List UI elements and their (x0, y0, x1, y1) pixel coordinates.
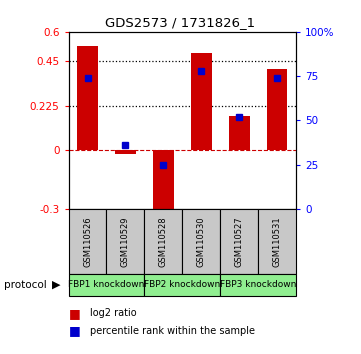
Text: GSM110526: GSM110526 (83, 216, 92, 267)
Text: FBP1 knockdown: FBP1 knockdown (68, 280, 145, 289)
Bar (229, 116, 249, 150)
Text: FBP2 knockdown: FBP2 knockdown (144, 280, 221, 289)
Bar (182, 209, 220, 274)
Bar (153, 150, 174, 224)
Bar (69, 209, 106, 274)
Bar (77, 46, 98, 150)
Text: GSM110530: GSM110530 (197, 216, 206, 267)
Text: percentile rank within the sample: percentile rank within the sample (90, 326, 255, 336)
Text: log2 ratio: log2 ratio (90, 308, 137, 318)
Text: protocol: protocol (4, 280, 46, 290)
Bar (69, 274, 144, 296)
Bar (115, 150, 136, 154)
Text: GDS2573 / 1731826_1: GDS2573 / 1731826_1 (105, 16, 256, 29)
Bar (106, 209, 144, 274)
Bar (191, 53, 212, 150)
Text: ▶: ▶ (52, 280, 60, 290)
Text: GSM110531: GSM110531 (273, 216, 282, 267)
Text: GSM110527: GSM110527 (235, 216, 244, 267)
Bar (144, 209, 182, 274)
Bar (220, 274, 296, 296)
Bar (267, 69, 287, 150)
Bar (220, 209, 258, 274)
Bar (258, 209, 296, 274)
Bar (144, 274, 220, 296)
Text: GSM110528: GSM110528 (159, 216, 168, 267)
Text: GSM110529: GSM110529 (121, 216, 130, 267)
Text: FBP3 knockdown: FBP3 knockdown (220, 280, 296, 289)
Text: ■: ■ (69, 325, 81, 337)
Text: ■: ■ (69, 307, 81, 320)
